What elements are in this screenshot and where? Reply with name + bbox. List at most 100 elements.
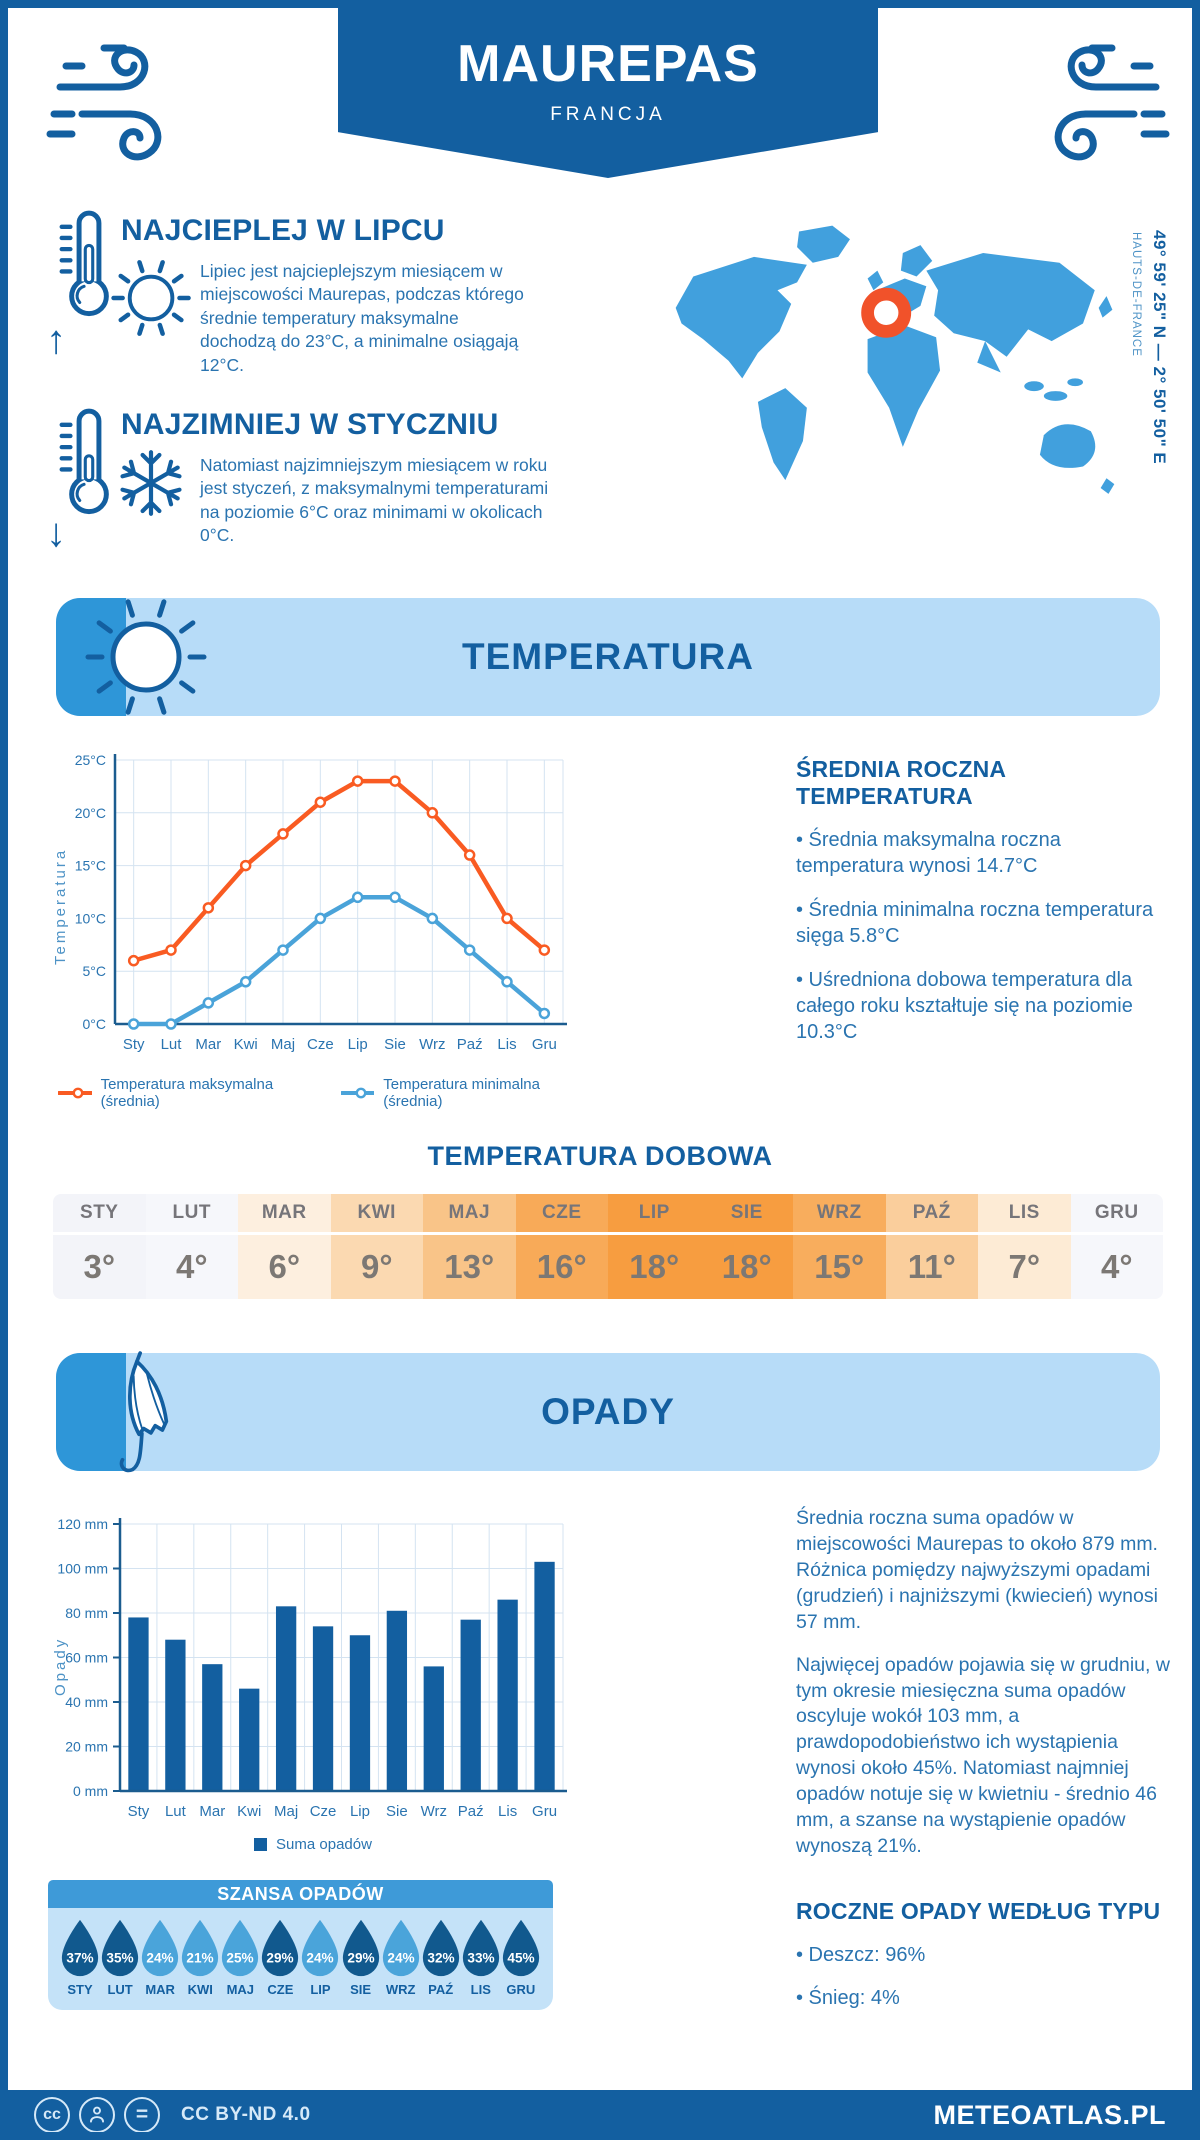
precipitation-bar [497, 1599, 518, 1791]
precipitation-chart: Opady 0 mm 20 mm 40 mm 60 mm 80 mm 100 mm 120 … [52, 1506, 568, 1856]
temperature-section-title: TEMPERATURA [462, 636, 754, 677]
rain-chance-item: 29% CZE [260, 1919, 300, 1997]
legend-line-sample [340, 1087, 375, 1099]
arrow-down-icon: ↓ [46, 511, 66, 555]
rain-chance-item: 21% KWI [180, 1919, 220, 1997]
daily-table-column: WRZ 15° [793, 1194, 886, 1299]
daily-month-label: MAR [238, 1194, 331, 1232]
rain-chance-month: KWI [187, 1982, 213, 1997]
temperature-legend: Temperatura maksymalna (średnia) Temperat… [58, 1076, 568, 1110]
rain-chance-month: LUT [107, 1982, 133, 1997]
banner-strip [56, 1353, 126, 1471]
location-block: HAUTS-DE-FRANCE 49° 59' 25" N — 2° 50' 5… [1130, 230, 1169, 464]
daily-month-label: PAŹ [885, 1194, 978, 1232]
precipitation-bar [275, 1606, 297, 1791]
no-derivatives-icon: = [124, 2097, 160, 2132]
precipitation-chart-ylabel: Opady [52, 1636, 69, 1696]
legend-item: Temperatura minimalna (średnia) [340, 1076, 568, 1110]
page-subtitle: FRANCJA [550, 104, 666, 125]
location-marker [861, 287, 912, 338]
svg-text:Gru: Gru [532, 1803, 557, 1820]
rain-chance-item: 29% SIE [341, 1919, 381, 1997]
rain-chance-month: SIE [350, 1982, 372, 1997]
daily-month-label: LIP [608, 1194, 701, 1232]
raindrop-icon: 24% [302, 1919, 339, 1977]
daily-table-column: GRU 4° [1070, 1194, 1163, 1299]
precipitation-bar [534, 1561, 555, 1791]
annual-temperature-bullets: • Średnia maksymalna roczna temperatura … [796, 827, 1171, 1046]
rain-chance-item: 32% PAŹ [421, 1919, 461, 1997]
rain-chance-row: 37% STY 35% LUT 24% MAR 21% KWI 25% MAJ 29% CZE 24% L… [48, 1908, 553, 2010]
daily-temp-value: 7° [978, 1235, 1071, 1299]
precipitation-legend: Suma opadów [58, 1836, 568, 1853]
precipitation-bar [312, 1626, 334, 1791]
precipitation-bar [460, 1619, 481, 1791]
title-banner: MAUREPAS FRANCJA [338, 8, 878, 178]
daily-temp-value: 11° [885, 1235, 978, 1299]
region-label: HAUTS-DE-FRANCE [1130, 232, 1142, 357]
annual-temperature-block: ŚREDNIA ROCZNA TEMPERATURA • Średnia mak… [796, 756, 1171, 1046]
svg-text:Paź: Paź [457, 1036, 483, 1053]
svg-text:Lis: Lis [498, 1803, 517, 1820]
rain-chance-title: SZANSA OPADÓW [48, 1880, 553, 1908]
daily-month-label: GRU [1070, 1194, 1163, 1232]
svg-text:Maj: Maj [274, 1803, 298, 1820]
raindrop-icon: 24% [142, 1919, 179, 1977]
daily-temp-value: 4° [1070, 1235, 1163, 1299]
legend-item: Temperatura maksymalna (średnia) [58, 1076, 299, 1110]
daily-table-column: MAR 6° [238, 1194, 331, 1299]
svg-text:Kwi: Kwi [237, 1803, 261, 1820]
svg-text:Mar: Mar [195, 1036, 221, 1053]
svg-text:80 mm: 80 mm [65, 1605, 108, 1621]
attribution-person-icon [79, 2097, 115, 2132]
svg-text:Sie: Sie [384, 1036, 406, 1053]
svg-text:35%: 35% [106, 1951, 133, 1966]
svg-text:10°C: 10°C [75, 910, 106, 926]
daily-temp-value: 6° [238, 1235, 331, 1299]
temperature-chart: Temperatura 0°C 5°C 10°C 15°C 20°C 25°C Sty Lut… [52, 746, 568, 1096]
svg-text:Lip: Lip [350, 1803, 370, 1820]
daily-month-label: CZE [515, 1194, 608, 1232]
daily-month-label: MAJ [423, 1194, 516, 1232]
license-label: CC BY-ND 4.0 [181, 2104, 311, 2125]
daily-table-column: LIP 18° [608, 1194, 701, 1299]
list-item: • Śnieg: 4% [796, 1987, 900, 2010]
daily-month-label: LIS [978, 1194, 1071, 1232]
svg-text:Lut: Lut [165, 1803, 187, 1820]
cold-section-text: Natomiast najzimniejszym miesiącem w rok… [200, 455, 549, 546]
umbrella-icon [90, 1351, 210, 1482]
svg-text:37%: 37% [66, 1951, 93, 1966]
daily-temp-value: 18° [608, 1235, 701, 1299]
legend-label: Suma opadów [276, 1836, 372, 1853]
svg-text:25%: 25% [227, 1951, 254, 1966]
page-title: MAUREPAS [457, 35, 759, 93]
svg-text:Wrz: Wrz [421, 1803, 447, 1820]
daily-temp-value: 9° [330, 1235, 423, 1299]
rain-chance-month: STY [67, 1982, 93, 1997]
svg-text:29%: 29% [267, 1951, 294, 1966]
wind-icon [1020, 30, 1170, 180]
precipitation-bar [349, 1635, 371, 1791]
precipitation-bar [165, 1639, 186, 1791]
svg-text:Wrz: Wrz [419, 1036, 445, 1053]
precipitation-bar [128, 1617, 149, 1791]
legend-label: Temperatura maksymalna (średnia) [100, 1076, 274, 1110]
daily-table-column: CZE 16° [515, 1194, 608, 1299]
rain-chance-item: 37% STY [60, 1919, 100, 1997]
snowflake-icon [116, 448, 186, 523]
list-item: Najwięcej opadów pojawia się w grudniu, … [796, 1653, 1170, 1858]
sun-banner-icon [84, 592, 214, 727]
temperature-line-chart-svg: 0°C 5°C 10°C 15°C 20°C 25°C Sty Lut Mar Kwi Maj Cze… [75, 752, 567, 1053]
precipitation-type-bullets: • Deszcz: 96% • Śnieg: 4% [796, 1942, 1171, 2012]
precipitation-bar-chart-svg: 0 mm 20 mm 40 mm 60 mm 80 mm 100 mm 120 mm Sty L… [57, 1516, 567, 1820]
rain-chance-month: MAJ [226, 1982, 255, 1997]
list-item: • Średnia minimalna roczna temperatura s… [796, 898, 1154, 948]
svg-text:Cze: Cze [310, 1803, 337, 1820]
svg-text:Sie: Sie [386, 1803, 408, 1820]
raindrop-icon: 25% [222, 1919, 259, 1977]
precipitation-banner: OPADY [56, 1351, 1160, 1473]
list-item: • Średnia maksymalna roczna temperatura … [796, 829, 1061, 878]
precipitation-type-block: ROCZNE OPADY WEDŁUG TYPU • Deszcz: 96% • … [796, 1898, 1171, 2012]
rain-chance-month: GRU [506, 1982, 536, 1997]
rain-chance-month: LIP [310, 1982, 331, 1997]
